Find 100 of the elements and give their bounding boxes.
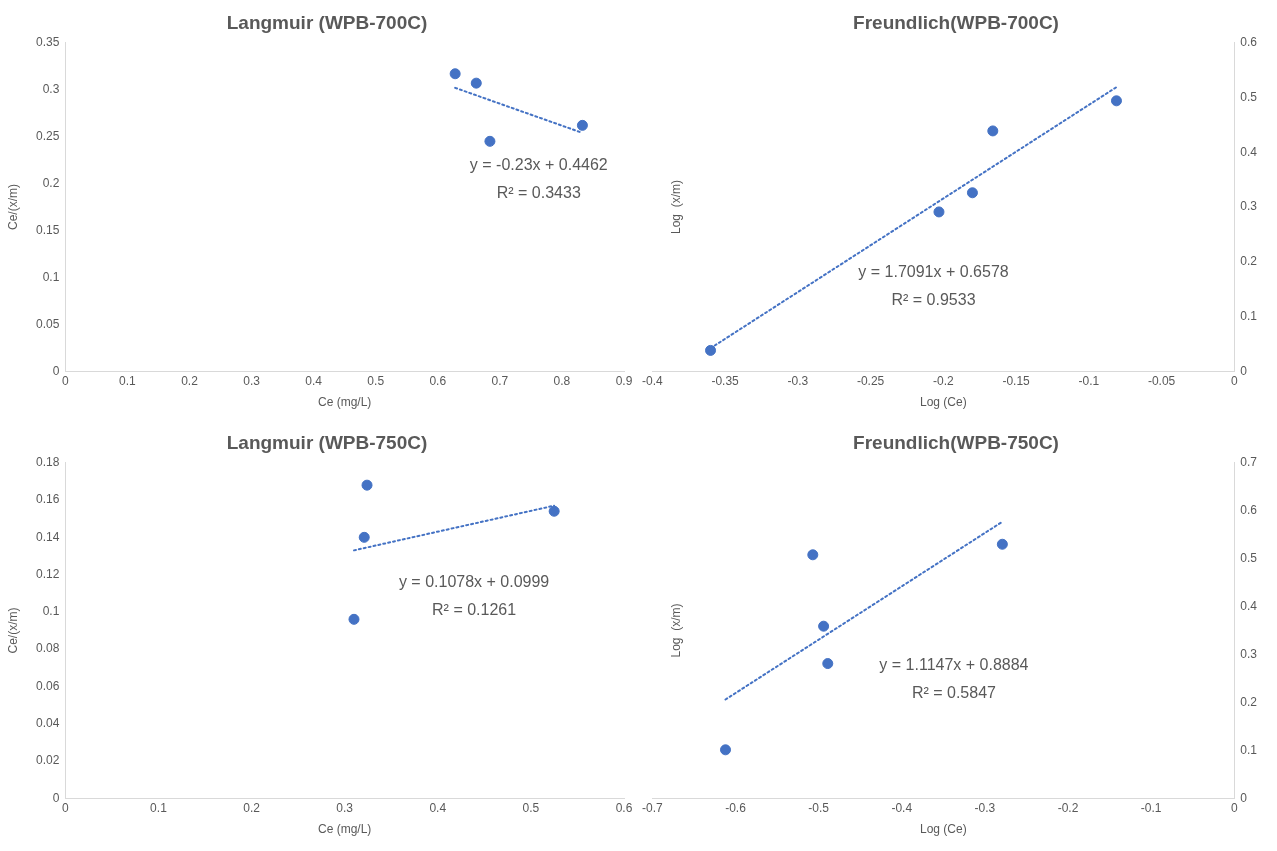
y-axis-title: Log (x/m) <box>669 179 684 235</box>
point <box>358 531 370 543</box>
y-tick-label: 0.4 <box>1240 598 1258 613</box>
x-tick-label: -0.6 <box>725 800 747 815</box>
point <box>818 620 830 632</box>
y-tick-label: 0.15 <box>36 222 60 237</box>
x-tick-label: 0.5 <box>367 373 385 388</box>
x-axis-title: Ce (mg/L) <box>318 822 372 837</box>
y-axis-title: Ce/(x/m) <box>6 607 21 654</box>
x-tick-label: -0.4 <box>642 373 663 388</box>
y-tick-label: 0.02 <box>36 753 60 768</box>
x-tick-label: -0.7 <box>642 800 663 815</box>
x-tick-label: 0 <box>1230 800 1238 815</box>
annotation: R² = 0.5847 <box>911 684 997 702</box>
y-axis-title: Log (x/m) <box>669 603 684 658</box>
y-tick-label: 0.4 <box>1240 144 1258 159</box>
y-tick-label: 0 <box>52 790 60 805</box>
x-tick-label: -0.25 <box>856 373 885 388</box>
annotation: y = 0.1078x + 0.0999 <box>398 573 550 591</box>
y-tick-label: 0.2 <box>1240 254 1258 269</box>
y-tick-label: 0.2 <box>42 175 60 190</box>
chart-title: Freundlich(WPB-700C) <box>853 11 1059 33</box>
y-tick-label: 0.6 <box>1240 35 1258 50</box>
chart-title: Langmuir (WPB-750C) <box>226 431 428 453</box>
x-tick-label: 0.7 <box>491 373 509 388</box>
point <box>548 505 560 517</box>
point <box>933 206 945 218</box>
annotation: R² = 0.1261 <box>432 601 517 619</box>
x-tick-label: 0.6 <box>615 800 633 815</box>
x-tick-label: -0.3 <box>787 373 809 388</box>
x-tick-label: 0.9 <box>615 373 633 388</box>
x-tick-label: -0.1 <box>1078 373 1100 388</box>
point <box>576 119 588 131</box>
x-tick-label: 0.2 <box>181 373 199 388</box>
point <box>720 744 731 756</box>
y-tick-label: 0.1 <box>1240 308 1258 323</box>
point <box>996 538 1008 550</box>
y-tick-label: 0.25 <box>36 128 60 143</box>
y-tick-label: 0.18 <box>36 455 60 470</box>
y-tick-label: 0 <box>1240 363 1248 378</box>
y-tick-label: 0.1 <box>42 604 60 619</box>
y-tick-label: 0.1 <box>42 269 60 284</box>
x-tick-label: 0.3 <box>336 800 354 815</box>
y-tick-label: 0.5 <box>1240 89 1258 104</box>
y-tick-label: 0.3 <box>42 82 60 97</box>
point <box>1110 95 1122 107</box>
x-axis-title: Log (Ce) <box>919 822 967 837</box>
x-tick-label: 0 <box>1230 373 1238 388</box>
y-tick-label: 0.3 <box>1240 646 1258 661</box>
chart-title: Langmuir (WPB-700C) <box>226 11 428 33</box>
y-tick-label: 0.04 <box>36 715 60 730</box>
y-tick-label: 0.08 <box>36 641 60 656</box>
point <box>987 125 999 137</box>
x-tick-label: 0.4 <box>429 800 447 815</box>
x-axis-title: Log (Ce) <box>919 395 967 410</box>
x-tick-label: -0.05 <box>1147 373 1176 388</box>
point <box>705 344 717 356</box>
annotation: y = 1.1147x + 0.8884 <box>879 656 1029 674</box>
x-tick-label: -0.5 <box>808 800 830 815</box>
x-tick-label: 0.1 <box>150 800 168 815</box>
annotation: R² = 0.9533 <box>891 291 976 309</box>
point <box>348 613 360 625</box>
annotation: y = 1.7091x + 0.6578 <box>858 263 1009 281</box>
x-tick-label: 0 <box>62 373 70 388</box>
y-tick-label: 0.35 <box>36 35 60 50</box>
y-tick-label: 0.1 <box>1240 742 1258 757</box>
y-axis-title: Ce/(x/m) <box>6 184 21 230</box>
x-axis-title: Ce (mg/L) <box>318 395 372 410</box>
y-tick-label: 0.12 <box>36 566 60 581</box>
x-tick-label: 0.3 <box>243 373 261 388</box>
x-tick-label: 0.5 <box>522 800 540 815</box>
x-tick-label: -0.15 <box>1002 373 1031 388</box>
x-tick-label: 0 <box>62 800 70 815</box>
y-tick-label: 0.7 <box>1240 455 1258 470</box>
point <box>470 77 482 89</box>
y-tick-label: 0.05 <box>36 316 60 331</box>
y-tick-label: 0.16 <box>36 492 60 507</box>
x-tick-label: -0.2 <box>932 373 954 388</box>
x-tick-label: -0.3 <box>974 800 996 815</box>
x-tick-label: -0.1 <box>1140 800 1162 815</box>
x-tick-label: 0.2 <box>243 800 261 815</box>
point <box>966 187 978 199</box>
x-tick-label: -0.2 <box>1057 800 1079 815</box>
y-tick-label: 0.5 <box>1240 550 1258 565</box>
y-tick-label: 0 <box>1240 790 1248 805</box>
point <box>361 479 373 491</box>
y-tick-label: 0.06 <box>36 678 60 693</box>
point <box>807 549 819 561</box>
point <box>449 68 461 80</box>
annotation: y = -0.23x + 0.4462 <box>469 155 608 173</box>
x-tick-label: 0.8 <box>553 373 571 388</box>
annotation: R² = 0.3433 <box>496 183 581 201</box>
point <box>822 658 834 670</box>
y-tick-label: 0.14 <box>36 529 60 544</box>
point <box>484 135 496 147</box>
chart-title: Freundlich(WPB-750C) <box>853 431 1059 453</box>
y-tick-label: 0 <box>52 363 60 378</box>
x-tick-label: -0.4 <box>891 800 913 815</box>
x-tick-label: 0.6 <box>429 373 447 388</box>
x-tick-label: 0.1 <box>119 373 137 388</box>
